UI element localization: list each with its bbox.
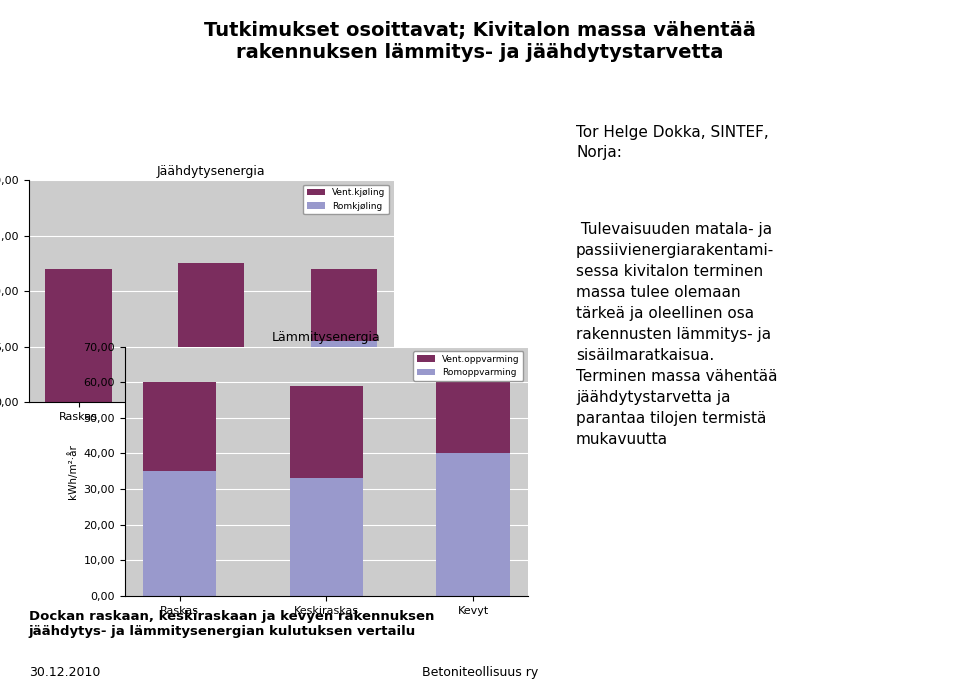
Legend: Vent.oppvarming, Romoppvarming: Vent.oppvarming, Romoppvarming [414, 351, 523, 380]
Text: Betoniteollisuus ry: Betoniteollisuus ry [421, 666, 539, 679]
Bar [290, 478, 363, 596]
Bar [437, 453, 510, 596]
Bar [311, 269, 377, 402]
Text: Tor Helge Dokka, SINTEF,
Norja:: Tor Helge Dokka, SINTEF, Norja: [576, 125, 769, 159]
Text: Tulevaisuuden matala- ja
passiivienergiarakentami-
sessa kivitalon terminen
mass: Tulevaisuuden matala- ja passiivienergia… [576, 222, 778, 447]
Legend: Vent.kjøling, Romkjøling: Vent.kjøling, Romkjøling [303, 185, 389, 214]
Text: Dockan raskaan, keskiraskaan ja kevyen rakennuksen
jäähdytys- ja lämmitysenergia: Dockan raskaan, keskiraskaan ja kevyen r… [29, 610, 434, 638]
Bar [178, 400, 245, 402]
Bar [437, 365, 510, 453]
Bar [178, 263, 245, 402]
Bar [143, 382, 216, 471]
Bar [45, 269, 111, 402]
Text: 30.12.2010: 30.12.2010 [29, 666, 100, 679]
Bar [311, 341, 377, 402]
Title: Lämmitysenergia: Lämmitysenergia [272, 331, 381, 344]
Y-axis label: kWh/m²·år: kWh/m²·år [67, 444, 78, 499]
Title: Jäähdytysenergia: Jäähdytysenergia [156, 165, 266, 177]
Bar [290, 386, 363, 478]
Text: Tutkimukset osoittavat; Kivitalon massa vähentää
rakennuksen lämmitys- ja jäähdy: Tutkimukset osoittavat; Kivitalon massa … [204, 21, 756, 62]
Bar [143, 471, 216, 596]
